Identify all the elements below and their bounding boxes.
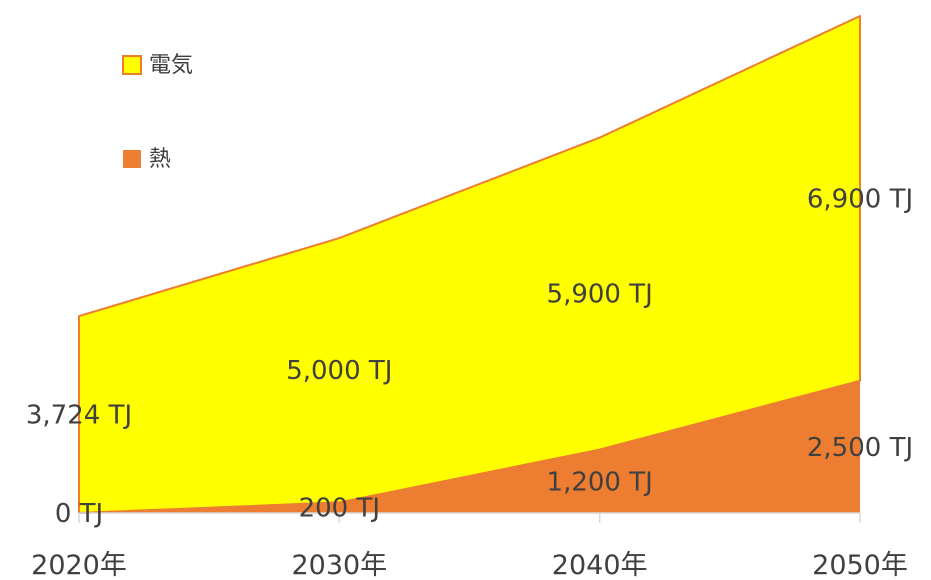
legend-swatch [122,55,142,75]
data-label-熱: 0 TJ [55,499,103,529]
data-label-電気: 5,900 TJ [547,280,653,310]
x-tick-label: 2040年 [552,550,648,580]
data-label-熱: 2,500 TJ [807,433,913,463]
data-label-熱: 1,200 TJ [547,467,653,497]
data-label-電気: 6,900 TJ [807,184,913,214]
legend-swatch [123,150,141,168]
data-labels: 0 TJ 200 TJ 1,200 TJ 2,500 TJ 3,724 TJ 5,000 … [26,184,913,529]
x-axis: 2020年 2030年 2040年 2050年 [31,512,908,580]
legend: 電気熱 [122,53,193,172]
x-tick-label: 2020年 [31,550,127,580]
legend-label: 電気 [149,53,193,78]
legend-item-熱: 熱 [123,147,171,172]
area-電気 [78,15,861,514]
plot-areas [78,15,861,514]
data-label-電気: 3,724 TJ [26,401,132,431]
x-tick-label: 2030年 [291,550,387,580]
data-label-熱: 200 TJ [299,494,380,524]
legend-item-電気: 電気 [122,53,193,78]
area-熱 [79,380,860,513]
data-label-電気: 5,000 TJ [286,356,392,386]
x-tick-label: 2050年 [812,550,908,580]
legend-label: 熱 [149,147,171,172]
